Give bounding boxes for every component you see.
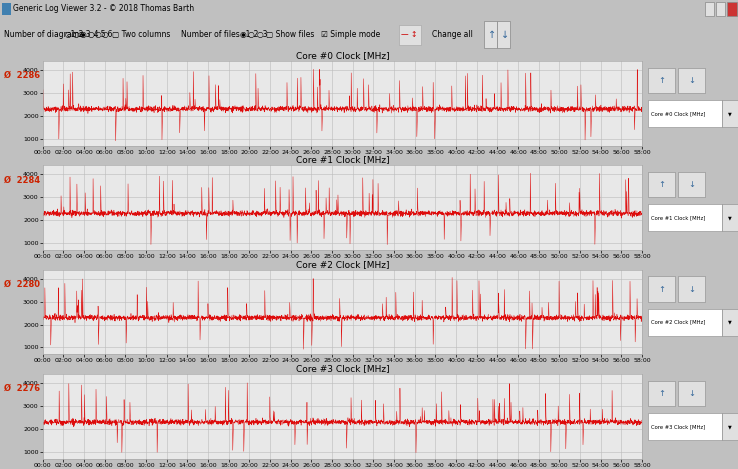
Text: ↑: ↑ bbox=[488, 30, 496, 40]
Text: ▼: ▼ bbox=[728, 424, 732, 429]
Text: ↓: ↓ bbox=[689, 180, 695, 189]
Title: Core #2 Clock [MHz]: Core #2 Clock [MHz] bbox=[296, 260, 389, 269]
Title: Core #0 Clock [MHz]: Core #0 Clock [MHz] bbox=[296, 51, 389, 60]
Text: Core #0 Clock [MHz]: Core #0 Clock [MHz] bbox=[651, 111, 706, 116]
Text: ▢ Show files: ▢ Show files bbox=[266, 30, 314, 39]
Text: ↓: ↓ bbox=[689, 285, 695, 294]
Title: Core #1 Clock [MHz]: Core #1 Clock [MHz] bbox=[296, 156, 389, 165]
Bar bbox=[678, 381, 705, 406]
Bar bbox=[648, 276, 675, 302]
Text: ↑: ↑ bbox=[658, 285, 665, 294]
Bar bbox=[648, 204, 722, 231]
Text: ↓: ↓ bbox=[501, 30, 509, 40]
Text: ○2: ○2 bbox=[72, 30, 83, 39]
Bar bbox=[648, 309, 722, 336]
Text: ↑: ↑ bbox=[658, 76, 665, 85]
Text: Ø  2284: Ø 2284 bbox=[4, 175, 40, 184]
Text: Generic Log Viewer 3.2 - © 2018 Thomas Barth: Generic Log Viewer 3.2 - © 2018 Thomas B… bbox=[13, 4, 194, 14]
Bar bbox=[2, 3, 11, 15]
Bar bbox=[399, 24, 421, 45]
Bar bbox=[648, 413, 722, 440]
Text: ▼: ▼ bbox=[728, 111, 732, 116]
Bar bbox=[648, 172, 675, 197]
Bar bbox=[722, 309, 738, 336]
Text: ↓: ↓ bbox=[689, 389, 695, 398]
Text: ○4: ○4 bbox=[87, 30, 99, 39]
Text: ↑: ↑ bbox=[658, 180, 665, 189]
Text: Ø  2276: Ø 2276 bbox=[4, 384, 40, 393]
Text: Core #2 Clock [MHz]: Core #2 Clock [MHz] bbox=[651, 320, 706, 325]
Text: Change all: Change all bbox=[432, 30, 472, 39]
Text: ○6: ○6 bbox=[102, 30, 114, 39]
Title: Core #3 Clock [MHz]: Core #3 Clock [MHz] bbox=[296, 364, 389, 373]
Bar bbox=[722, 413, 738, 440]
Text: ○2: ○2 bbox=[248, 30, 259, 39]
Text: ○3: ○3 bbox=[256, 30, 268, 39]
Text: Number of diagrams: Number of diagrams bbox=[4, 30, 83, 39]
Bar bbox=[722, 100, 738, 127]
Bar bbox=[648, 68, 675, 93]
Text: ◉3: ◉3 bbox=[80, 30, 92, 39]
Text: ○5: ○5 bbox=[94, 30, 106, 39]
Bar bbox=[484, 21, 497, 48]
Text: Number of files: Number of files bbox=[181, 30, 240, 39]
Text: ▼: ▼ bbox=[728, 320, 732, 325]
Bar bbox=[678, 276, 705, 302]
Text: Core #3 Clock [MHz]: Core #3 Clock [MHz] bbox=[651, 424, 706, 429]
Text: ↓: ↓ bbox=[689, 76, 695, 85]
Bar bbox=[716, 2, 725, 16]
Bar bbox=[705, 2, 714, 16]
Text: ↑: ↑ bbox=[658, 389, 665, 398]
Bar bbox=[648, 381, 675, 406]
Text: ▢ Two columns: ▢ Two columns bbox=[112, 30, 170, 39]
Bar bbox=[727, 2, 737, 16]
Text: — ↕: — ↕ bbox=[401, 30, 417, 39]
Text: ☑ Simple mode: ☑ Simple mode bbox=[321, 30, 380, 39]
Text: Ø  2280: Ø 2280 bbox=[4, 280, 40, 289]
Bar bbox=[648, 100, 722, 127]
Bar bbox=[678, 172, 705, 197]
Text: ▼: ▼ bbox=[728, 215, 732, 220]
Text: ◉1: ◉1 bbox=[240, 30, 251, 39]
Text: Ø  2286: Ø 2286 bbox=[4, 71, 40, 80]
Bar bbox=[678, 68, 705, 93]
Bar bbox=[722, 204, 738, 231]
Text: ○1: ○1 bbox=[65, 30, 76, 39]
Text: Core #1 Clock [MHz]: Core #1 Clock [MHz] bbox=[651, 215, 706, 220]
Bar bbox=[497, 21, 510, 48]
